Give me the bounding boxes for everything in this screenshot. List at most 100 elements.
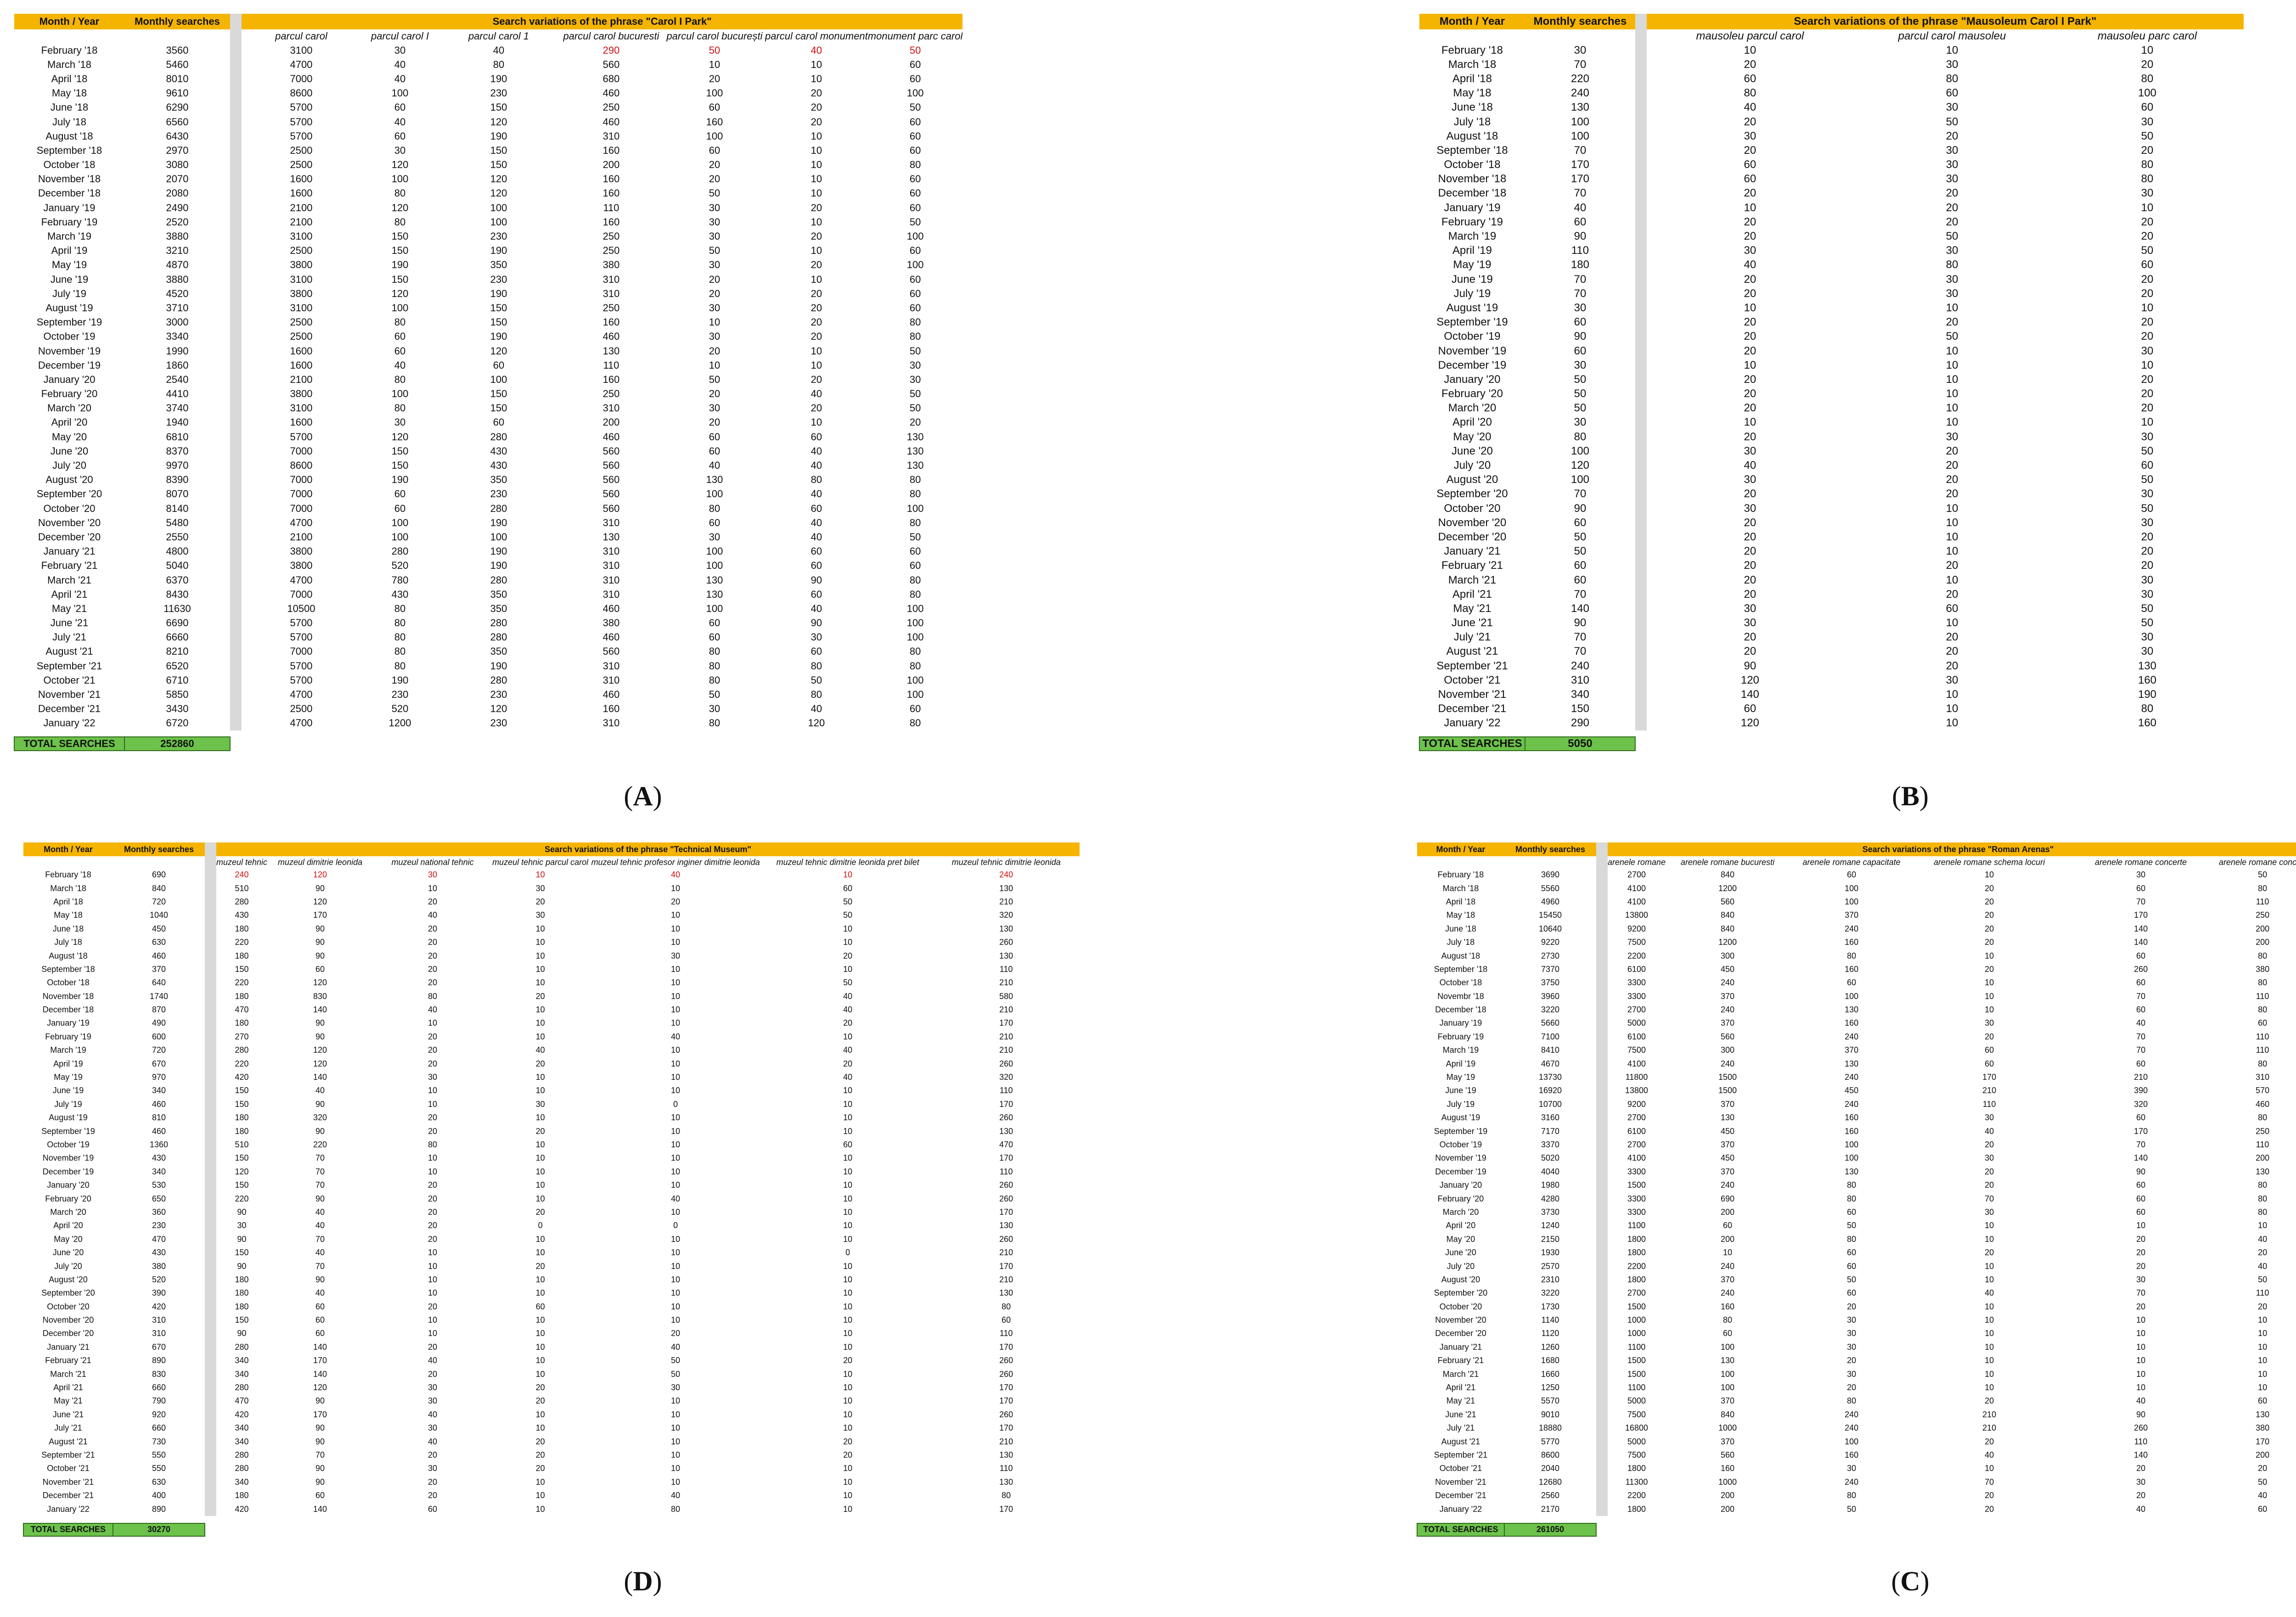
monthly-searches-cell: 8370: [166, 445, 189, 457]
variation-value-cell: 100: [490, 202, 507, 213]
variation-value-cell: 2700: [1627, 1113, 1646, 1123]
variation-value-cell: 430: [391, 588, 409, 600]
variation-value-cell: 70: [2136, 1032, 2146, 1041]
variation-value-cell: 30: [535, 910, 545, 920]
variation-value-cell: 10: [810, 173, 822, 185]
variations-title: Search variations of the phrase "Carol I…: [242, 14, 963, 29]
table-row: May '20 2150 1800 200 80 10 20 40: [1417, 1233, 2296, 1246]
variation-value-cell: 150: [490, 316, 507, 328]
month-cell: February '18: [1441, 44, 1503, 56]
variation-value-cell: 100: [706, 130, 723, 142]
variation-value-cell: 80: [394, 631, 406, 643]
variation-value-cell: 260: [999, 1194, 1013, 1203]
variation-value-cell: 20: [1744, 573, 1756, 586]
variation-value-cell: 20: [2258, 1464, 2268, 1473]
month-cell: March '20: [47, 402, 91, 414]
variation-header-monument-parc-carol: monument parc carol: [867, 30, 963, 42]
variation-value-cell: 10: [671, 964, 681, 974]
variation-value-cell: 50: [1946, 330, 1958, 343]
variation-value-cell: 70: [315, 1450, 325, 1460]
variation-value-cell: 130: [999, 1450, 1013, 1460]
table-row: March '19 90 20 50 20: [1419, 229, 2244, 243]
table-row: July '20 380 90 70 10 20 10 10 170: [23, 1259, 1080, 1273]
month-cell: October '21: [1444, 674, 1501, 686]
variation-value-cell: 40: [709, 460, 720, 472]
variation-value-cell: 10: [810, 216, 822, 228]
variation-value-cell: 150: [391, 460, 409, 472]
variation-value-cell: 10: [535, 1167, 545, 1176]
variation-value-cell: 20: [810, 373, 822, 385]
variation-value-cell: 2700: [1627, 870, 1646, 880]
variation-value-cell: 40: [1985, 1450, 1994, 1460]
variation-value-cell: 20: [1744, 144, 1756, 157]
variation-value-cell: 40: [2136, 1396, 2146, 1406]
variation-value-cell: 240: [999, 870, 1013, 880]
table-row: September '18 70 20 30 20: [1419, 143, 2244, 157]
monthly-searches-cell: 100: [1570, 129, 1590, 142]
monthly-searches-cell: 630: [152, 938, 166, 947]
variation-value-cell: 100: [391, 87, 409, 99]
table-row: March '20 3730 3300 200 60 30 60 80: [1417, 1206, 2296, 1219]
variation-value-cell: 450: [1721, 964, 1735, 974]
variation-value-cell: 100: [1845, 897, 1859, 906]
variation-value-cell: 150: [235, 964, 249, 974]
variation-header-mausoleu-parcul-carol: mausoleu parcul carol: [1696, 30, 1804, 42]
variation-value-cell: 90: [2136, 1409, 2146, 1419]
variation-value-cell: 10: [671, 991, 681, 1001]
variation-value-cell: 240: [1845, 1099, 1859, 1109]
monthly-searches-cell: 1660: [1541, 1369, 1560, 1379]
table-row: January '19 5660 5000 370 160 30 40 60: [1417, 1016, 2296, 1030]
variation-value-cell: 10: [843, 1302, 853, 1311]
variation-value-cell: 30: [428, 870, 438, 880]
table-row: May '21 11630 10500 80 350 460 100 40 100: [14, 601, 962, 616]
variation-value-cell: 170: [999, 1396, 1013, 1406]
variation-value-cell: 10: [535, 1180, 545, 1190]
variation-value-cell: 380: [2256, 1423, 2270, 1433]
variation-value-cell: 70: [1985, 1194, 1994, 1203]
variation-value-cell: 30: [1946, 273, 1958, 286]
table-row: November '21 340 140 10 190: [1419, 687, 2244, 702]
variation-value-cell: 30: [709, 302, 720, 314]
variation-value-cell: 150: [490, 159, 507, 171]
table-row: September '18 7370 6100 450 160 20 260 380: [1417, 963, 2296, 976]
variation-value-cell: 30: [1744, 602, 1756, 615]
table-row: July '21 70 20 20 30: [1419, 630, 2244, 645]
variation-value-cell: 10: [671, 910, 681, 920]
monthly-searches-cell: 840: [152, 883, 166, 893]
variation-value-cell: 180: [235, 1018, 249, 1028]
month-cell: January '21: [1444, 545, 1501, 558]
variation-value-cell: 370: [1721, 1275, 1735, 1284]
variation-value-cell: 1500: [1718, 1072, 1737, 1082]
month-cell: August '21: [45, 646, 93, 657]
variation-value-cell: 2500: [290, 703, 313, 715]
variation-value-cell: 80: [2141, 702, 2154, 715]
variation-value-cell: 50: [1847, 1221, 1857, 1230]
variation-value-cell: 5700: [290, 116, 313, 128]
variation-value-cell: 20: [2141, 387, 2154, 400]
variation-value-cell: 1000: [1718, 1477, 1737, 1487]
variation-value-cell: 10: [1946, 702, 1958, 715]
variation-value-cell: 10: [810, 273, 822, 285]
variation-value-cell: 40: [843, 1072, 853, 1082]
variation-value-cell: 80: [810, 689, 822, 701]
table-row: September '20 70 20 20 30: [1419, 487, 2244, 501]
monthly-searches-cell: 230: [152, 1221, 166, 1230]
monthly-searches-cell: 7170: [1541, 1126, 1560, 1136]
variation-value-cell: 20: [1946, 201, 1958, 214]
variation-value-cell: 7000: [290, 488, 313, 500]
variation-value-cell: 10: [1946, 44, 1958, 56]
variation-value-cell: 10: [535, 924, 545, 933]
variation-value-cell: 170: [999, 1099, 1013, 1109]
spacer-row: [14, 730, 962, 737]
variation-value-cell: 30: [2141, 573, 2154, 586]
variation-value-cell: 10: [535, 1153, 545, 1163]
variation-value-cell: 70: [1985, 1477, 1994, 1487]
variation-value-cell: 90: [1744, 659, 1756, 672]
table-row: October '18 170 60 30 80: [1419, 158, 2244, 172]
variation-value-cell: 20: [535, 1437, 545, 1446]
monthly-searches-cell: 4960: [1541, 897, 1560, 906]
variation-value-cell: 40: [671, 1032, 681, 1041]
variation-value-cell: 20: [1744, 545, 1756, 558]
variation-value-cell: 30: [1744, 244, 1756, 257]
table-row: October '20 1730 1500 160 20 10 20 20: [1417, 1300, 2296, 1314]
